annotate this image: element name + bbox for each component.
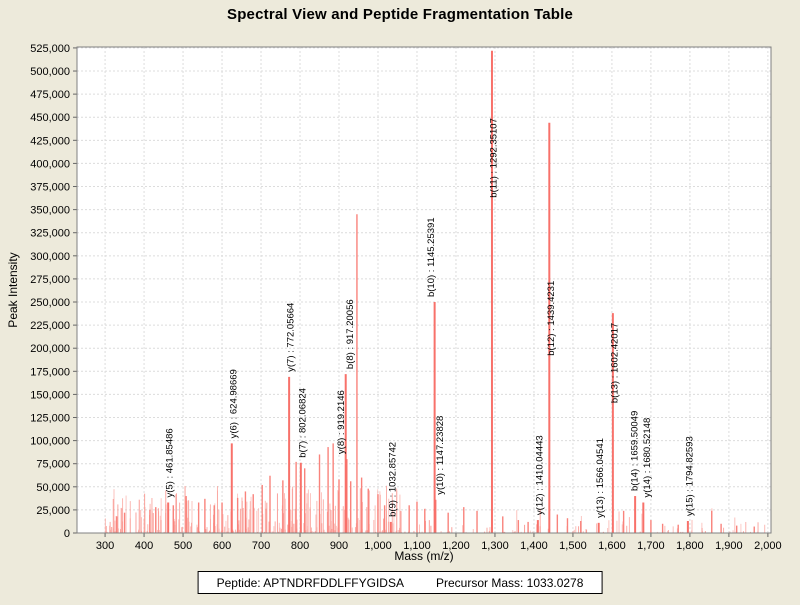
peak-label-y(14): y(14) : 1680.52148 (642, 418, 653, 498)
svg-text:475,000: 475,000 (30, 89, 70, 101)
y-axis-title: Peak Intensity (6, 252, 20, 327)
svg-text:800: 800 (291, 540, 309, 552)
plot-border (76, 46, 772, 534)
peak-label-b(11): b(11) : 1292.35107 (488, 118, 499, 198)
peak-label-y(8): y(8) : 919.2146 (336, 390, 347, 454)
svg-text:200,000: 200,000 (30, 343, 70, 355)
svg-text:125,000: 125,000 (30, 413, 70, 425)
precursor-mass-label: Precursor Mass: 1033.0278 (435, 575, 584, 590)
peak-label-y(6): y(6) : 624.98669 (228, 369, 239, 438)
svg-text:1,400: 1,400 (520, 540, 548, 552)
svg-text:350,000: 350,000 (30, 205, 70, 217)
svg-text:300,000: 300,000 (30, 251, 70, 263)
peak-label-b(14): b(14) : 1659.50049 (630, 411, 641, 491)
peptide-info-bar: Peptide: APTNDRFDDLFFYGIDSA Precursor Ma… (197, 571, 603, 594)
svg-text:900: 900 (330, 540, 348, 552)
svg-text:1,300: 1,300 (481, 540, 509, 552)
svg-text:375,000: 375,000 (30, 182, 70, 194)
svg-text:1,900: 1,900 (715, 540, 743, 552)
x-axis-title: Mass (m/z) (394, 549, 453, 563)
svg-text:175,000: 175,000 (30, 366, 70, 378)
peak-label-y(5): y(5) : 461.85486 (165, 428, 176, 497)
y-tick-labels: 0 25,000 50,000 75,000 100,000 125,000 150,000… (30, 43, 70, 540)
peak-label-y(12): y(12) : 1410.04443 (534, 435, 545, 515)
peak-label-y(7): y(7) : 772.05664 (286, 303, 297, 372)
gridlines (77, 47, 771, 533)
svg-text:75,000: 75,000 (36, 459, 70, 471)
svg-text:700: 700 (252, 540, 270, 552)
svg-text:0: 0 (64, 528, 70, 540)
svg-text:500,000: 500,000 (30, 66, 70, 78)
svg-text:300: 300 (96, 540, 114, 552)
svg-text:450,000: 450,000 (30, 112, 70, 124)
svg-text:425,000: 425,000 (30, 135, 70, 147)
peak-label-b(7): b(7) : 802.06824 (297, 388, 308, 458)
peak-label-y(13): y(13) : 1566.04541 (595, 438, 606, 518)
svg-text:100,000: 100,000 (30, 436, 70, 448)
svg-text:1,600: 1,600 (598, 540, 626, 552)
plot-area[interactable] (77, 47, 771, 533)
peak-label-b(8): b(8) : 917.20056 (345, 299, 356, 369)
fragment-peaks (167, 50, 689, 533)
svg-text:525,000: 525,000 (30, 43, 70, 55)
peak-label-b(13): b(13) : 1602.42017 (609, 323, 620, 403)
fragment-labels: y(5) : 461.85486 y(6) : 624.98669 y(7) : 7… (165, 118, 696, 518)
svg-text:1,500: 1,500 (559, 540, 587, 552)
svg-text:250,000: 250,000 (30, 297, 70, 309)
svg-text:1,100: 1,100 (403, 540, 431, 552)
axis-ticks (73, 47, 769, 537)
svg-text:400,000: 400,000 (30, 158, 70, 170)
svg-text:400: 400 (135, 540, 153, 552)
peak-label-y(15): y(15) : 1794.82593 (684, 436, 695, 516)
unlabeled-peaks (116, 214, 755, 533)
svg-text:150,000: 150,000 (30, 389, 70, 401)
svg-text:1,000: 1,000 (364, 540, 392, 552)
svg-text:1,800: 1,800 (676, 540, 704, 552)
svg-text:2,000: 2,000 (754, 540, 782, 552)
svg-text:500: 500 (174, 540, 192, 552)
page-title: Spectral View and Peptide Fragmentation … (226, 6, 574, 23)
svg-text:50,000: 50,000 (36, 482, 70, 494)
svg-text:25,000: 25,000 (36, 505, 70, 517)
svg-text:1,200: 1,200 (442, 540, 470, 552)
peak-label-y(10): y(10) : 1147.23828 (435, 416, 446, 495)
peak-label-b(10): b(10) : 1145.25391 (426, 217, 437, 297)
svg-text:1,700: 1,700 (637, 540, 665, 552)
svg-text:225,000: 225,000 (30, 320, 70, 332)
svg-text:275,000: 275,000 (30, 274, 70, 286)
svg-text:600: 600 (213, 540, 231, 552)
peak-label-b(9): b(9) : 1032.85742 (387, 442, 398, 517)
x-tick-labels: 300 400 500 600 700 800 900 1,000 1,100 1,200 1,30… (96, 540, 782, 552)
peak-label-b(12): b(12) : 1439.4231 (546, 281, 557, 356)
peptide-sequence-label: Peptide: APTNDRFDDLFFYGIDSA (216, 575, 404, 590)
svg-text:325,000: 325,000 (30, 228, 70, 240)
